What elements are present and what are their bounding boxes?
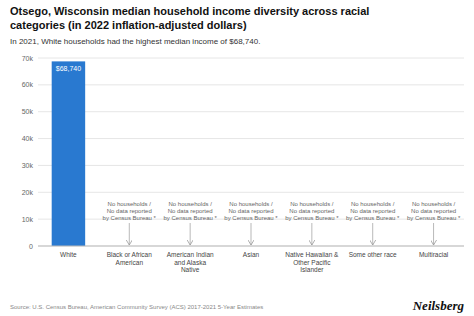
annotation-arrow: [251, 223, 252, 245]
chart: Otsego, Wisconsin median household incom…: [0, 0, 474, 316]
subtitle: In 2021, White households had the highes…: [10, 37, 260, 46]
title: Otsego, Wisconsin median household incom…: [10, 5, 369, 31]
annotation: No households /No data reportedby Census…: [103, 201, 157, 221]
y-tick-label: 30k: [22, 162, 34, 169]
y-tick-label: 0: [29, 243, 33, 250]
annotation-arrow: [372, 223, 373, 245]
y-tick-label: 70k: [22, 55, 34, 62]
grid-line: [38, 138, 464, 139]
x-tick-label: Black or AfricanAmerican: [107, 251, 153, 266]
y-tick-label: 50k: [22, 108, 34, 115]
y-tick-label: 10k: [22, 216, 34, 223]
x-axis-line: [38, 246, 464, 247]
source: Source: U.S. Census Bureau, American Com…: [10, 304, 263, 310]
annotation: No households /No data reportedby Census…: [346, 201, 400, 221]
x-tick-label: Some other race: [349, 251, 397, 258]
x-tick-label: White: [60, 251, 77, 258]
x-tick-label: Native Hawaiian &Other PacificIslander: [285, 251, 339, 273]
annotation-arrow: [129, 223, 130, 245]
y-tick-label: 60k: [22, 81, 34, 88]
bars: [52, 61, 85, 246]
annotation: No households /No data reportedby Census…: [285, 201, 339, 221]
grid-line: [38, 111, 464, 112]
annotation-arrow: [190, 223, 191, 245]
credit: Neilsberg: [412, 298, 465, 313]
annotation-arrow: [311, 223, 312, 245]
x-tick-label: American Indianand AlaskaNative: [167, 251, 214, 273]
bar: [52, 61, 85, 246]
x-tick-label: Multiracial: [419, 251, 449, 258]
background: [0, 0, 474, 316]
grid-line: [38, 192, 464, 193]
annotation: No households /No data reportedby Census…: [407, 201, 461, 221]
data-label: $68,740: [56, 65, 81, 72]
annotation: No households /No data reportedby Census…: [163, 201, 217, 221]
grid-line: [38, 84, 464, 85]
annotation: No households /No data reportedby Census…: [224, 201, 278, 221]
x-tick-label: Asian: [243, 251, 260, 258]
y-tick-label: 20k: [22, 189, 34, 196]
grid-line: [38, 165, 464, 166]
annotation-arrow: [433, 223, 434, 245]
y-tick-label: 40k: [22, 135, 34, 142]
grid-line: [38, 246, 464, 247]
grid-line: [38, 58, 464, 59]
